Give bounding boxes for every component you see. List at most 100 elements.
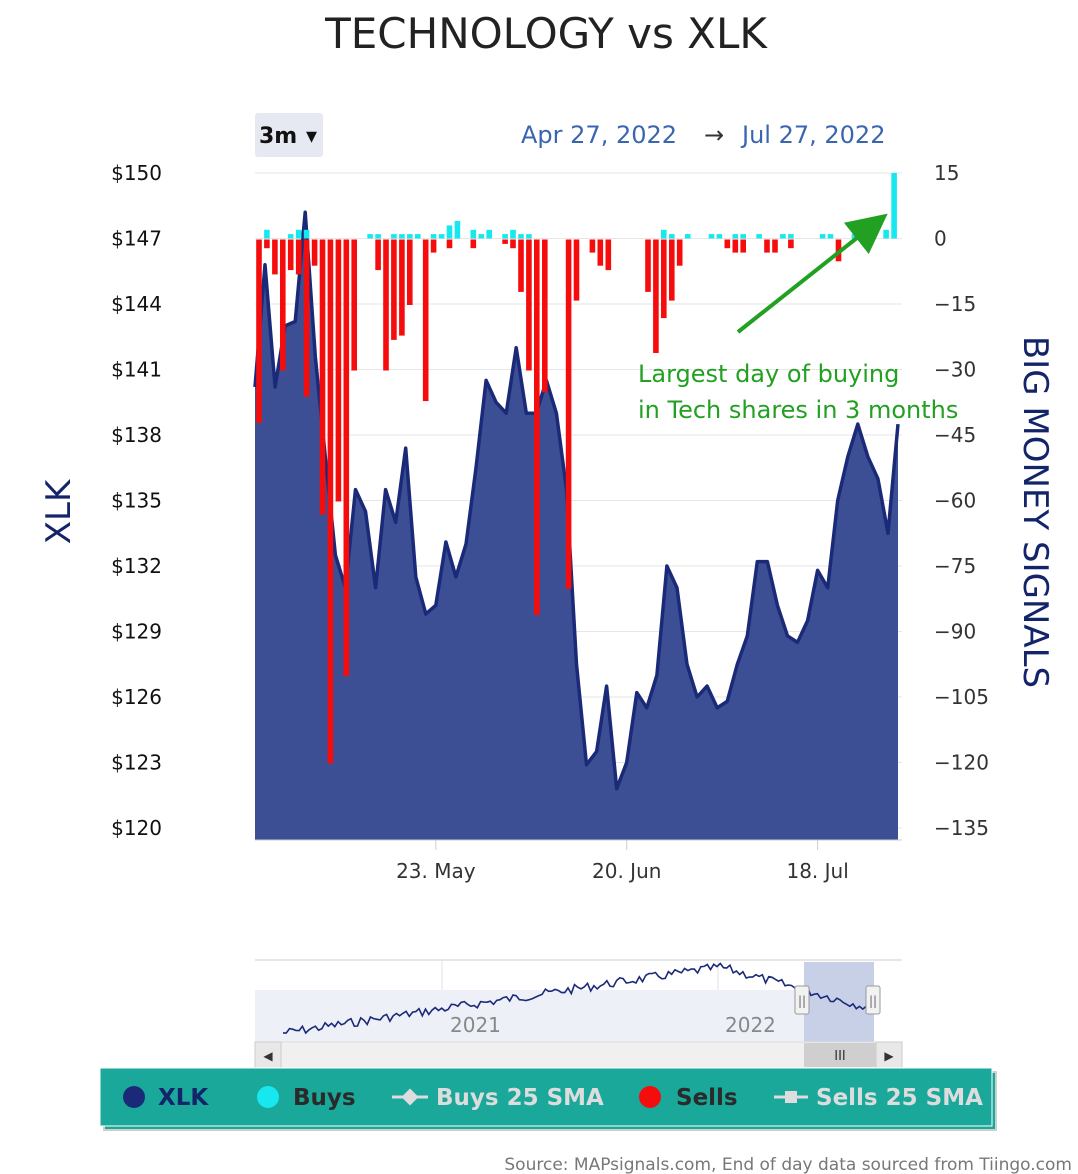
sell-bar[interactable] bbox=[661, 239, 667, 319]
sell-bar[interactable] bbox=[732, 239, 739, 253]
buy-bar[interactable] bbox=[399, 234, 405, 239]
sell-bar[interactable] bbox=[669, 239, 675, 301]
buy-bar[interactable] bbox=[430, 234, 437, 239]
buy-bar[interactable] bbox=[454, 221, 461, 239]
buy-bar[interactable] bbox=[407, 234, 413, 239]
navigator[interactable]: 2021 2022 || || bbox=[255, 959, 902, 1042]
sell-bar[interactable] bbox=[740, 239, 746, 253]
buy-bar[interactable] bbox=[661, 229, 667, 239]
sell-bar[interactable] bbox=[391, 239, 397, 340]
sell-bar[interactable] bbox=[343, 239, 350, 677]
legend-item-sells[interactable]: Sells bbox=[639, 1085, 738, 1111]
sell-bar[interactable] bbox=[764, 239, 770, 253]
y-tick-right: 15 bbox=[934, 161, 959, 185]
sell-bar[interactable] bbox=[470, 239, 477, 249]
sell-bar[interactable] bbox=[724, 239, 731, 249]
buy-bar[interactable] bbox=[684, 234, 691, 239]
sell-bar[interactable] bbox=[295, 239, 302, 275]
sell-bar[interactable] bbox=[335, 239, 342, 502]
buy-bar[interactable] bbox=[732, 234, 739, 239]
sell-bar[interactable] bbox=[788, 239, 794, 249]
legend-label: Sells bbox=[676, 1085, 738, 1111]
buy-bar[interactable] bbox=[819, 234, 826, 239]
navigator-selected-range[interactable] bbox=[804, 962, 874, 1042]
sell-bar[interactable] bbox=[256, 239, 262, 423]
buy-bar[interactable] bbox=[295, 229, 302, 239]
sell-bar[interactable] bbox=[605, 239, 612, 271]
buy-bar[interactable] bbox=[415, 234, 421, 239]
sell-bar[interactable] bbox=[287, 239, 294, 271]
scroll-left-button[interactable] bbox=[254, 1041, 282, 1069]
buy-bar[interactable] bbox=[438, 234, 445, 239]
chevron-right-icon: ▶ bbox=[884, 1049, 894, 1063]
buy-bar[interactable] bbox=[367, 234, 373, 239]
sell-bar[interactable] bbox=[772, 239, 778, 253]
sell-bar[interactable] bbox=[518, 239, 524, 292]
buy-bar[interactable] bbox=[446, 225, 453, 239]
sell-bar[interactable] bbox=[676, 239, 683, 266]
scrollbar[interactable]: ◀ III ▶ bbox=[254, 1041, 903, 1069]
sell-bar[interactable] bbox=[407, 239, 413, 306]
buy-bar[interactable] bbox=[891, 173, 897, 239]
legend-label: Buys bbox=[293, 1085, 356, 1111]
buy-bar[interactable] bbox=[502, 234, 508, 239]
sell-bar[interactable] bbox=[534, 239, 540, 616]
sell-bar[interactable] bbox=[565, 239, 572, 589]
buy-bar[interactable] bbox=[478, 234, 485, 239]
sell-bar[interactable] bbox=[280, 239, 286, 371]
buy-bar[interactable] bbox=[827, 234, 834, 239]
legend-item-xlk[interactable]: XLK bbox=[123, 1085, 209, 1111]
legend-item-buys-sma[interactable]: Buys 25 SMA bbox=[392, 1085, 604, 1111]
sell-bar[interactable] bbox=[422, 239, 429, 402]
buy-bar[interactable] bbox=[510, 229, 516, 239]
buy-bar[interactable] bbox=[740, 234, 746, 239]
sell-bar[interactable] bbox=[383, 239, 389, 371]
sell-bar[interactable] bbox=[272, 239, 278, 275]
buy-bar[interactable] bbox=[883, 229, 889, 239]
sell-bar[interactable] bbox=[446, 239, 453, 249]
scroll-thumb[interactable] bbox=[804, 1043, 876, 1067]
buy-bar[interactable] bbox=[375, 234, 381, 239]
sell-bar[interactable] bbox=[653, 239, 659, 354]
range-selector-button[interactable]: 3m ▾ bbox=[255, 113, 323, 157]
buy-bar[interactable] bbox=[716, 234, 723, 239]
sell-bar[interactable] bbox=[542, 239, 548, 393]
navigator-handle-right[interactable]: || bbox=[865, 985, 881, 1015]
buy-bar[interactable] bbox=[780, 234, 786, 239]
buy-bar[interactable] bbox=[788, 234, 794, 239]
sell-bar[interactable] bbox=[264, 239, 270, 249]
buy-bar[interactable] bbox=[470, 229, 477, 239]
sell-bar[interactable] bbox=[375, 239, 381, 271]
navigator-handle-left[interactable]: || bbox=[794, 985, 810, 1015]
buy-bar[interactable] bbox=[303, 229, 310, 239]
buy-bar[interactable] bbox=[518, 234, 524, 239]
sell-bar[interactable] bbox=[430, 239, 437, 253]
x-tick-label: 20. Jun bbox=[592, 859, 661, 883]
sell-bar[interactable] bbox=[311, 239, 318, 266]
sell-bar[interactable] bbox=[502, 239, 508, 244]
buy-bar[interactable] bbox=[708, 234, 715, 239]
sell-bar[interactable] bbox=[319, 239, 326, 515]
buy-bar[interactable] bbox=[526, 234, 532, 239]
buy-bar[interactable] bbox=[287, 234, 294, 239]
legend-item-buys[interactable]: Buys bbox=[257, 1085, 356, 1111]
buy-bar[interactable] bbox=[756, 234, 762, 239]
sell-bar[interactable] bbox=[589, 239, 596, 253]
sell-bar[interactable] bbox=[645, 239, 651, 292]
sell-bar[interactable] bbox=[510, 239, 516, 249]
buy-bar[interactable] bbox=[391, 234, 397, 239]
sell-bar[interactable] bbox=[327, 239, 334, 764]
date-range-from[interactable]: Apr 27, 2022 bbox=[521, 121, 677, 149]
sell-bar[interactable] bbox=[399, 239, 405, 336]
buy-bar[interactable] bbox=[669, 234, 675, 239]
sell-bar[interactable] bbox=[351, 239, 357, 371]
date-range-to[interactable]: Jul 27, 2022 bbox=[740, 121, 885, 149]
x-tick-label: 23. May bbox=[396, 859, 476, 883]
sell-bar[interactable] bbox=[526, 239, 532, 371]
buy-bar[interactable] bbox=[264, 229, 270, 239]
sell-bar[interactable] bbox=[573, 239, 580, 301]
legend-item-sells-sma[interactable]: Sells 25 SMA bbox=[774, 1085, 983, 1111]
buy-bar[interactable] bbox=[486, 229, 492, 239]
sell-bar[interactable] bbox=[303, 239, 310, 397]
sell-bar[interactable] bbox=[597, 239, 604, 266]
